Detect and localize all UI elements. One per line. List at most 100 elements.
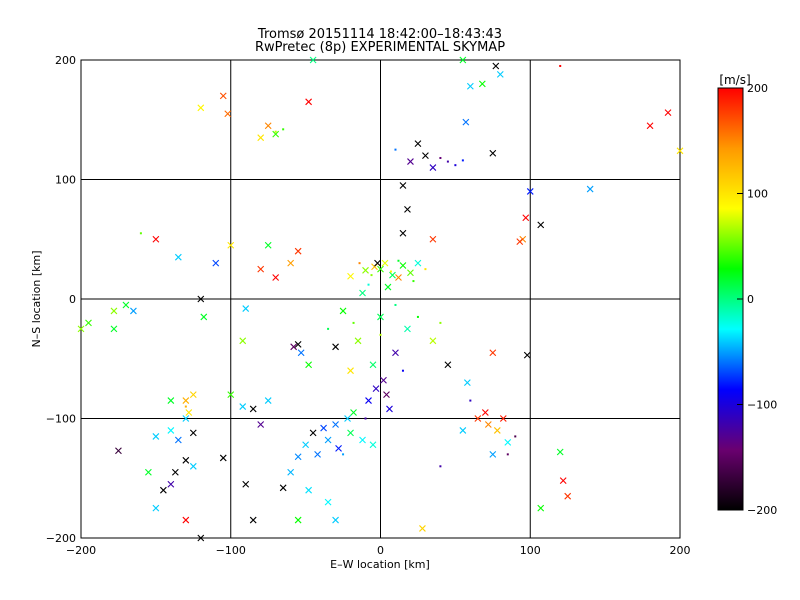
data-point-cross	[249, 405, 257, 413]
x-tick-label: −100	[216, 544, 246, 557]
data-point-dot	[379, 333, 382, 336]
data-point-cross	[152, 433, 160, 440]
data-point-cross	[324, 436, 332, 444]
data-point-cross	[171, 468, 179, 476]
data-point-cross	[347, 367, 354, 375]
data-point-cross	[354, 337, 362, 345]
data-point-cross	[459, 427, 467, 434]
data-point-cross	[504, 439, 512, 446]
data-point-cross	[559, 477, 567, 485]
data-point-cross	[189, 462, 197, 470]
data-point-cross	[272, 274, 280, 281]
data-point-cross	[676, 147, 684, 155]
y-tick-label: 100	[55, 174, 76, 187]
data-point-cross	[224, 110, 232, 118]
data-point-cross	[664, 109, 672, 116]
data-point-cross	[305, 98, 313, 106]
data-point-cross	[347, 272, 354, 280]
data-point-cross	[537, 221, 545, 229]
x-tick-label: −200	[66, 544, 96, 557]
data-point-cross	[377, 265, 384, 273]
data-point-cross	[395, 274, 402, 281]
data-point-dot	[446, 160, 449, 163]
data-point-cross	[489, 450, 497, 458]
data-point-cross	[189, 429, 197, 437]
data-point-cross	[264, 122, 272, 130]
data-point-cross	[429, 235, 437, 243]
data-point-cross	[499, 415, 507, 422]
data-point-cross	[77, 325, 85, 333]
data-point-cross	[290, 343, 298, 351]
data-point-cross	[344, 415, 351, 422]
data-point-cross	[414, 259, 422, 267]
data-point-cross	[404, 205, 411, 213]
data-point-dot	[401, 369, 404, 372]
axis-ticks: −200 −100 0 100 200 −200 −100 0 100 200	[46, 54, 691, 557]
data-point-cross	[242, 305, 250, 312]
data-point-dot	[370, 274, 373, 277]
data-point-dot	[394, 303, 397, 306]
data-point-cross	[279, 484, 287, 492]
data-point-cross	[489, 349, 497, 357]
data-point-cross	[197, 534, 205, 542]
colorbar-label: [m/s]	[719, 73, 750, 87]
data-point-cross	[130, 307, 137, 315]
data-point-cross	[389, 271, 396, 279]
colorbar-tick-label: −100	[747, 399, 777, 412]
data-point-cross	[429, 337, 437, 345]
data-point-dot	[416, 315, 419, 318]
data-point-cross	[287, 468, 295, 476]
data-point-cross	[381, 259, 389, 267]
data-point-dot	[439, 156, 442, 159]
y-tick-label: −100	[46, 413, 76, 426]
data-point-cross	[414, 140, 422, 148]
data-point-cross	[239, 403, 247, 410]
colorbar-tick-label: 100	[747, 188, 768, 201]
data-point-cross	[294, 247, 302, 255]
data-point-cross	[294, 516, 302, 524]
data-point-cross	[332, 421, 339, 428]
data-point-dot	[327, 327, 330, 330]
data-point-cross	[122, 301, 130, 309]
data-point-dot	[506, 453, 509, 456]
data-point-cross	[350, 409, 357, 416]
data-point-dot	[424, 268, 427, 271]
y-tick-label: 0	[69, 293, 76, 306]
data-point-cross	[182, 397, 190, 404]
data-point-cross	[324, 498, 332, 506]
data-point-cross	[489, 149, 497, 157]
data-point-cross	[297, 349, 305, 357]
data-point-cross	[347, 429, 354, 437]
data-point-cross	[374, 259, 381, 267]
data-point-cross	[377, 313, 384, 321]
data-point-cross	[189, 391, 197, 398]
data-point-cross	[399, 262, 407, 269]
data-point-cross	[496, 70, 504, 78]
data-point-cross	[85, 319, 92, 327]
data-point-cross	[444, 361, 452, 369]
data-point-cross	[339, 307, 347, 315]
grid-lines	[81, 60, 680, 538]
data-point-cross	[372, 385, 380, 393]
data-point-cross	[249, 516, 257, 524]
data-point-cross	[264, 241, 272, 249]
data-point-cross	[386, 405, 393, 413]
data-point-cross	[383, 391, 390, 398]
data-point-dot	[412, 280, 415, 283]
data-point-dot	[397, 259, 400, 262]
data-point-cross	[481, 409, 489, 416]
data-point-cross	[152, 504, 160, 512]
data-point-dot	[454, 164, 457, 167]
data-point-cross	[219, 454, 227, 462]
x-tick-label: 200	[670, 544, 691, 557]
data-point-cross	[429, 164, 437, 171]
data-point-cross	[466, 82, 474, 90]
data-point-cross	[294, 341, 302, 348]
data-point-cross	[392, 349, 399, 357]
data-point-dot	[389, 270, 392, 273]
data-point-cross	[399, 182, 407, 189]
data-point-cross	[272, 130, 280, 138]
data-point-cross	[516, 238, 524, 246]
data-point-cross	[365, 397, 372, 404]
